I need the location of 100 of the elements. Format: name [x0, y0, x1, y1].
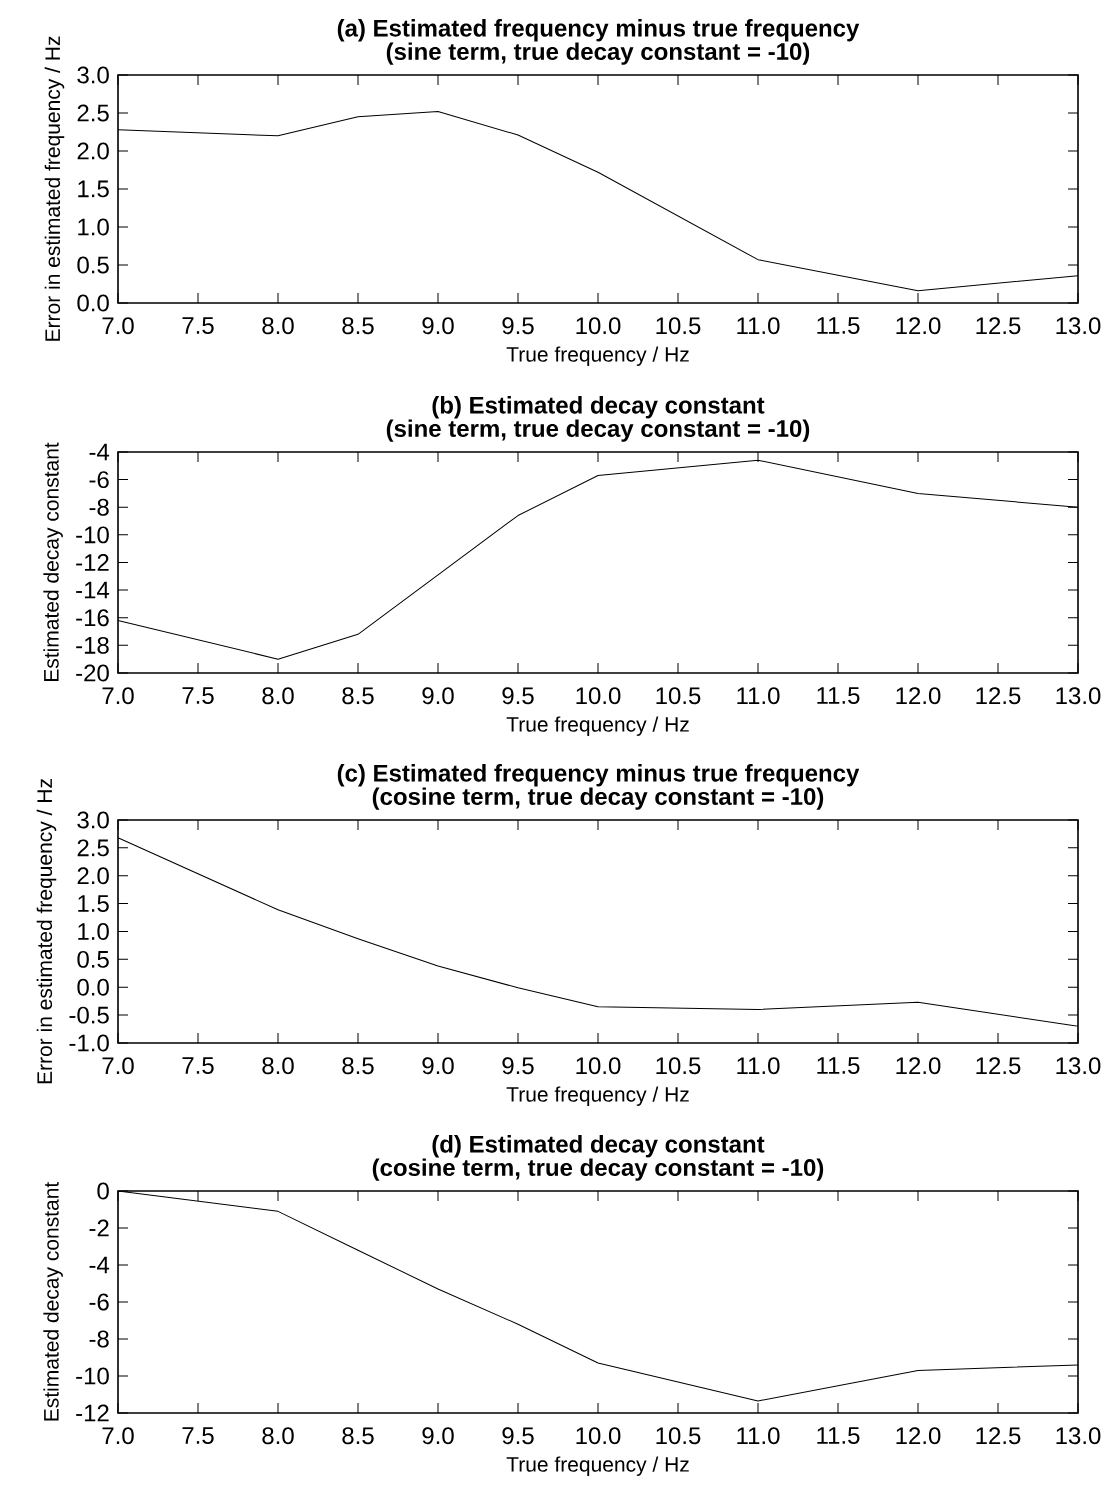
x-axis-title: True frequency / Hz [506, 1086, 689, 1106]
y-axis-title: Error in estimated frequency / Hz [36, 779, 57, 1084]
x-axis-title: True frequency / Hz [506, 716, 689, 736]
y-tick-label: 0.0 [77, 294, 109, 312]
y-tick-label: 0.5 [77, 950, 109, 968]
x-tick-label: 11.5 [817, 1057, 860, 1074]
y-tick-label: -1.0 [69, 1034, 109, 1052]
y-tick-label: 1.0 [78, 923, 109, 940]
x-tick-label: 12.0 [896, 1057, 941, 1075]
x-tick-label: 11.0 [737, 317, 780, 335]
y-tick-label: -6 [89, 1293, 109, 1311]
x-tick-label: 8.5 [342, 1057, 374, 1075]
x-tick-label: 12.0 [896, 317, 941, 335]
y-tick-label: -10 [76, 1367, 109, 1385]
x-tick-label: 11.0 [737, 1057, 780, 1075]
y-tick-label: 0.0 [77, 978, 109, 996]
y-tick-label: -12 [76, 1404, 109, 1422]
x-axis-title: True frequency / Hz [506, 346, 689, 366]
y-tick-label: 3.0 [77, 66, 109, 84]
x-tick-label: 8.5 [342, 687, 374, 705]
y-tick-label: -16 [76, 609, 109, 627]
x-tick-label: 10.5 [656, 1057, 701, 1075]
y-tick-label: 2.5 [77, 104, 109, 122]
x-tick-label: 8.0 [262, 1057, 294, 1075]
y-tick-label: -4 [89, 443, 110, 461]
y-tick-label: 0 [97, 1182, 109, 1200]
x-tick-label: 12.0 [896, 1427, 941, 1445]
x-tick-label: 11.0 [737, 687, 780, 705]
chart-subtitle: (cosine term, true decay constant = -10) [372, 1158, 824, 1181]
x-tick-label: 7.5 [182, 1427, 214, 1444]
x-axis-title: True frequency / Hz [506, 1456, 689, 1476]
x-tick-label: 12.5 [976, 1427, 1021, 1445]
y-tick-label: -4 [89, 1256, 110, 1274]
chart-subtitle: (cosine term, true decay constant = -10) [372, 787, 824, 810]
x-tick-label: 8.0 [262, 687, 294, 705]
x-tick-label: 9.0 [422, 1057, 454, 1075]
y-tick-label: -12 [76, 554, 109, 571]
x-tick-label: 11.5 [817, 317, 860, 334]
chart-title: (d) Estimated decay constant [432, 1135, 765, 1158]
y-tick-label: 2.0 [77, 142, 109, 160]
x-tick-label: 10.5 [656, 687, 701, 705]
y-tick-label: -10 [76, 526, 109, 544]
y-tick-label: -0.5 [69, 1006, 109, 1024]
x-tick-label: 10.0 [576, 1427, 621, 1445]
x-tick-label: 8.0 [262, 1427, 294, 1445]
x-tick-label: 9.5 [502, 317, 534, 335]
x-tick-label: 8.0 [262, 317, 294, 335]
x-tick-label: 7.5 [182, 687, 214, 704]
y-tick-label: -8 [89, 498, 109, 516]
x-tick-label: 7.0 [102, 687, 134, 705]
y-tick-label: 2.0 [77, 867, 109, 885]
x-tick-label: 10.0 [576, 317, 621, 335]
chart-subtitle: (sine term, true decay constant = -10) [386, 42, 810, 65]
x-tick-label: 11.0 [737, 1427, 780, 1445]
x-tick-label: 8.5 [342, 317, 374, 335]
x-tick-label: 13.0 [1056, 1427, 1101, 1445]
x-tick-label: 9.0 [422, 317, 454, 335]
y-axis-title: Estimated decay constant [43, 442, 63, 681]
chart-title: (b) Estimated decay constant [432, 396, 765, 419]
y-tick-label: -2 [89, 1219, 109, 1237]
y-tick-label: -18 [76, 636, 109, 654]
x-tick-label: 12.5 [976, 1057, 1021, 1075]
x-tick-label: 10.5 [656, 317, 701, 335]
y-axis-title: Error in estimated frequency / Hz [44, 36, 65, 341]
chart-title: (a) Estimated frequency minus true frequency [337, 19, 860, 42]
y-tick-label: -8 [89, 1330, 109, 1348]
x-tick-label: 10.0 [576, 1057, 621, 1075]
x-tick-label: 7.5 [182, 1057, 214, 1074]
x-tick-label: 10.0 [576, 687, 621, 705]
x-tick-label: 13.0 [1056, 1057, 1101, 1075]
y-tick-label: -14 [76, 581, 110, 599]
x-tick-label: 7.0 [102, 317, 134, 335]
x-tick-label: 7.0 [102, 1057, 134, 1075]
y-tick-label: 2.5 [77, 839, 109, 857]
y-tick-label: -20 [76, 664, 109, 682]
x-tick-label: 12.5 [976, 687, 1021, 705]
x-tick-label: 13.0 [1056, 687, 1101, 705]
y-tick-label: 1.5 [78, 895, 109, 912]
x-tick-label: 12.5 [976, 317, 1021, 335]
chart-subtitle: (sine term, true decay constant = -10) [386, 419, 810, 442]
chart-title: (c) Estimated frequency minus true frequency [337, 764, 860, 787]
x-tick-label: 9.5 [502, 687, 534, 705]
x-tick-label: 9.0 [422, 687, 454, 705]
y-tick-label: 3.0 [77, 811, 109, 829]
x-tick-label: 9.0 [422, 1427, 454, 1445]
y-tick-label: 1.0 [78, 218, 109, 236]
x-tick-label: 11.5 [817, 1427, 860, 1444]
y-axis-title: Estimated decay constant [43, 1181, 63, 1421]
y-tick-label: -6 [89, 471, 109, 489]
y-tick-label: 1.5 [78, 180, 109, 198]
x-tick-label: 13.0 [1056, 317, 1101, 335]
x-tick-label: 9.5 [502, 1427, 534, 1445]
x-tick-label: 7.0 [102, 1427, 134, 1445]
x-tick-label: 11.5 [817, 687, 860, 704]
x-tick-label: 7.5 [182, 317, 214, 334]
x-tick-label: 10.5 [656, 1427, 701, 1445]
y-tick-label: 0.5 [77, 256, 109, 274]
x-tick-label: 12.0 [896, 687, 941, 705]
x-tick-label: 9.5 [502, 1057, 534, 1075]
x-tick-label: 8.5 [342, 1427, 374, 1445]
